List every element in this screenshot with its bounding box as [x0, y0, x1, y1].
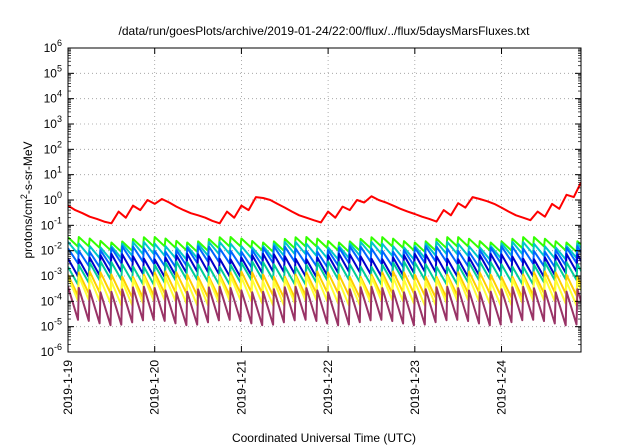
series-line-1 [68, 181, 581, 225]
y-tick-base: 10 [44, 193, 58, 207]
y-tick-label: 104 [44, 89, 62, 106]
y-tick-label: 10-1 [41, 215, 62, 232]
series-line-9 [68, 285, 581, 327]
y-tick-exponent: -5 [54, 317, 62, 327]
y-axis-label-sup: 2 [19, 194, 29, 199]
y-tick-label: 102 [44, 139, 62, 156]
y-tick-exponent: 2 [57, 139, 62, 149]
y-tick-base: 10 [41, 244, 55, 258]
series-line-2 [68, 236, 581, 253]
x-tick-label: 2019-1-20 [148, 360, 162, 415]
series-line-7 [68, 270, 581, 299]
series-line-8 [68, 275, 581, 307]
y-tick-exponent: 0 [57, 190, 62, 200]
y-tick-exponent: 1 [57, 165, 62, 175]
y-tick-base: 10 [41, 345, 55, 359]
y-tick-exponent: -4 [54, 291, 62, 301]
y-tick-label: 10-3 [41, 266, 62, 283]
chart-title: /data/run/goesPlots/archive/2019-01-24/2… [119, 24, 531, 38]
x-tick-label: 2019-1-24 [495, 360, 509, 415]
y-tick-base: 10 [44, 41, 58, 55]
y-tick-base: 10 [44, 168, 58, 182]
y-tick-label: 10-2 [41, 241, 62, 258]
y-tick-label: 100 [44, 190, 62, 207]
y-tick-label: 105 [44, 63, 62, 80]
y-tick-label: 101 [44, 165, 62, 182]
x-tick-label: 2019-1-22 [321, 360, 335, 415]
y-tick-label: 106 [44, 38, 62, 55]
x-tick-label: 2019-1-21 [234, 360, 248, 415]
y-axis-ticks: 10-610-510-410-310-210-11001011021031041… [41, 38, 581, 359]
series-line-6 [68, 260, 581, 286]
y-tick-label: 10-5 [41, 317, 62, 334]
y-tick-label: 10-6 [41, 342, 62, 359]
y-tick-exponent: -6 [54, 342, 62, 352]
y-tick-exponent: -1 [54, 215, 62, 225]
y-axis-label: protons/cm2-s-sr-MeV [19, 141, 35, 258]
y-tick-exponent: 4 [57, 89, 62, 99]
y-tick-exponent: -3 [54, 266, 62, 276]
series-layer [68, 181, 581, 327]
y-tick-exponent: -2 [54, 241, 62, 251]
y-axis-label-base: protons/cm [21, 199, 35, 258]
y-tick-label: 103 [44, 114, 62, 131]
grid [68, 48, 581, 352]
y-tick-base: 10 [41, 218, 55, 232]
y-tick-exponent: 3 [57, 114, 62, 124]
x-tick-label: 2019-1-23 [408, 360, 422, 415]
series-line-5 [68, 252, 581, 279]
y-tick-base: 10 [44, 66, 58, 80]
x-axis-ticks: 2019-1-19 2019-1-20 2019-1-21 2019-1-22 2019… [61, 48, 509, 415]
y-tick-base: 10 [41, 269, 55, 283]
x-tick-label: 2019-1-19 [61, 360, 75, 415]
y-tick-exponent: 6 [57, 38, 62, 48]
y-tick-base: 10 [41, 294, 55, 308]
series-line-3 [68, 240, 581, 261]
y-tick-base: 10 [44, 117, 58, 131]
y-tick-exponent: 5 [57, 63, 62, 73]
y-axis-label-rest: -s-sr-MeV [21, 141, 35, 194]
series-line-4 [68, 245, 581, 269]
y-tick-base: 10 [41, 320, 55, 334]
y-tick-base: 10 [44, 92, 58, 106]
y-tick-label: 10-4 [41, 291, 62, 308]
y-tick-base: 10 [44, 142, 58, 156]
x-axis-label: Coordinated Universal Time (UTC) [232, 431, 416, 445]
